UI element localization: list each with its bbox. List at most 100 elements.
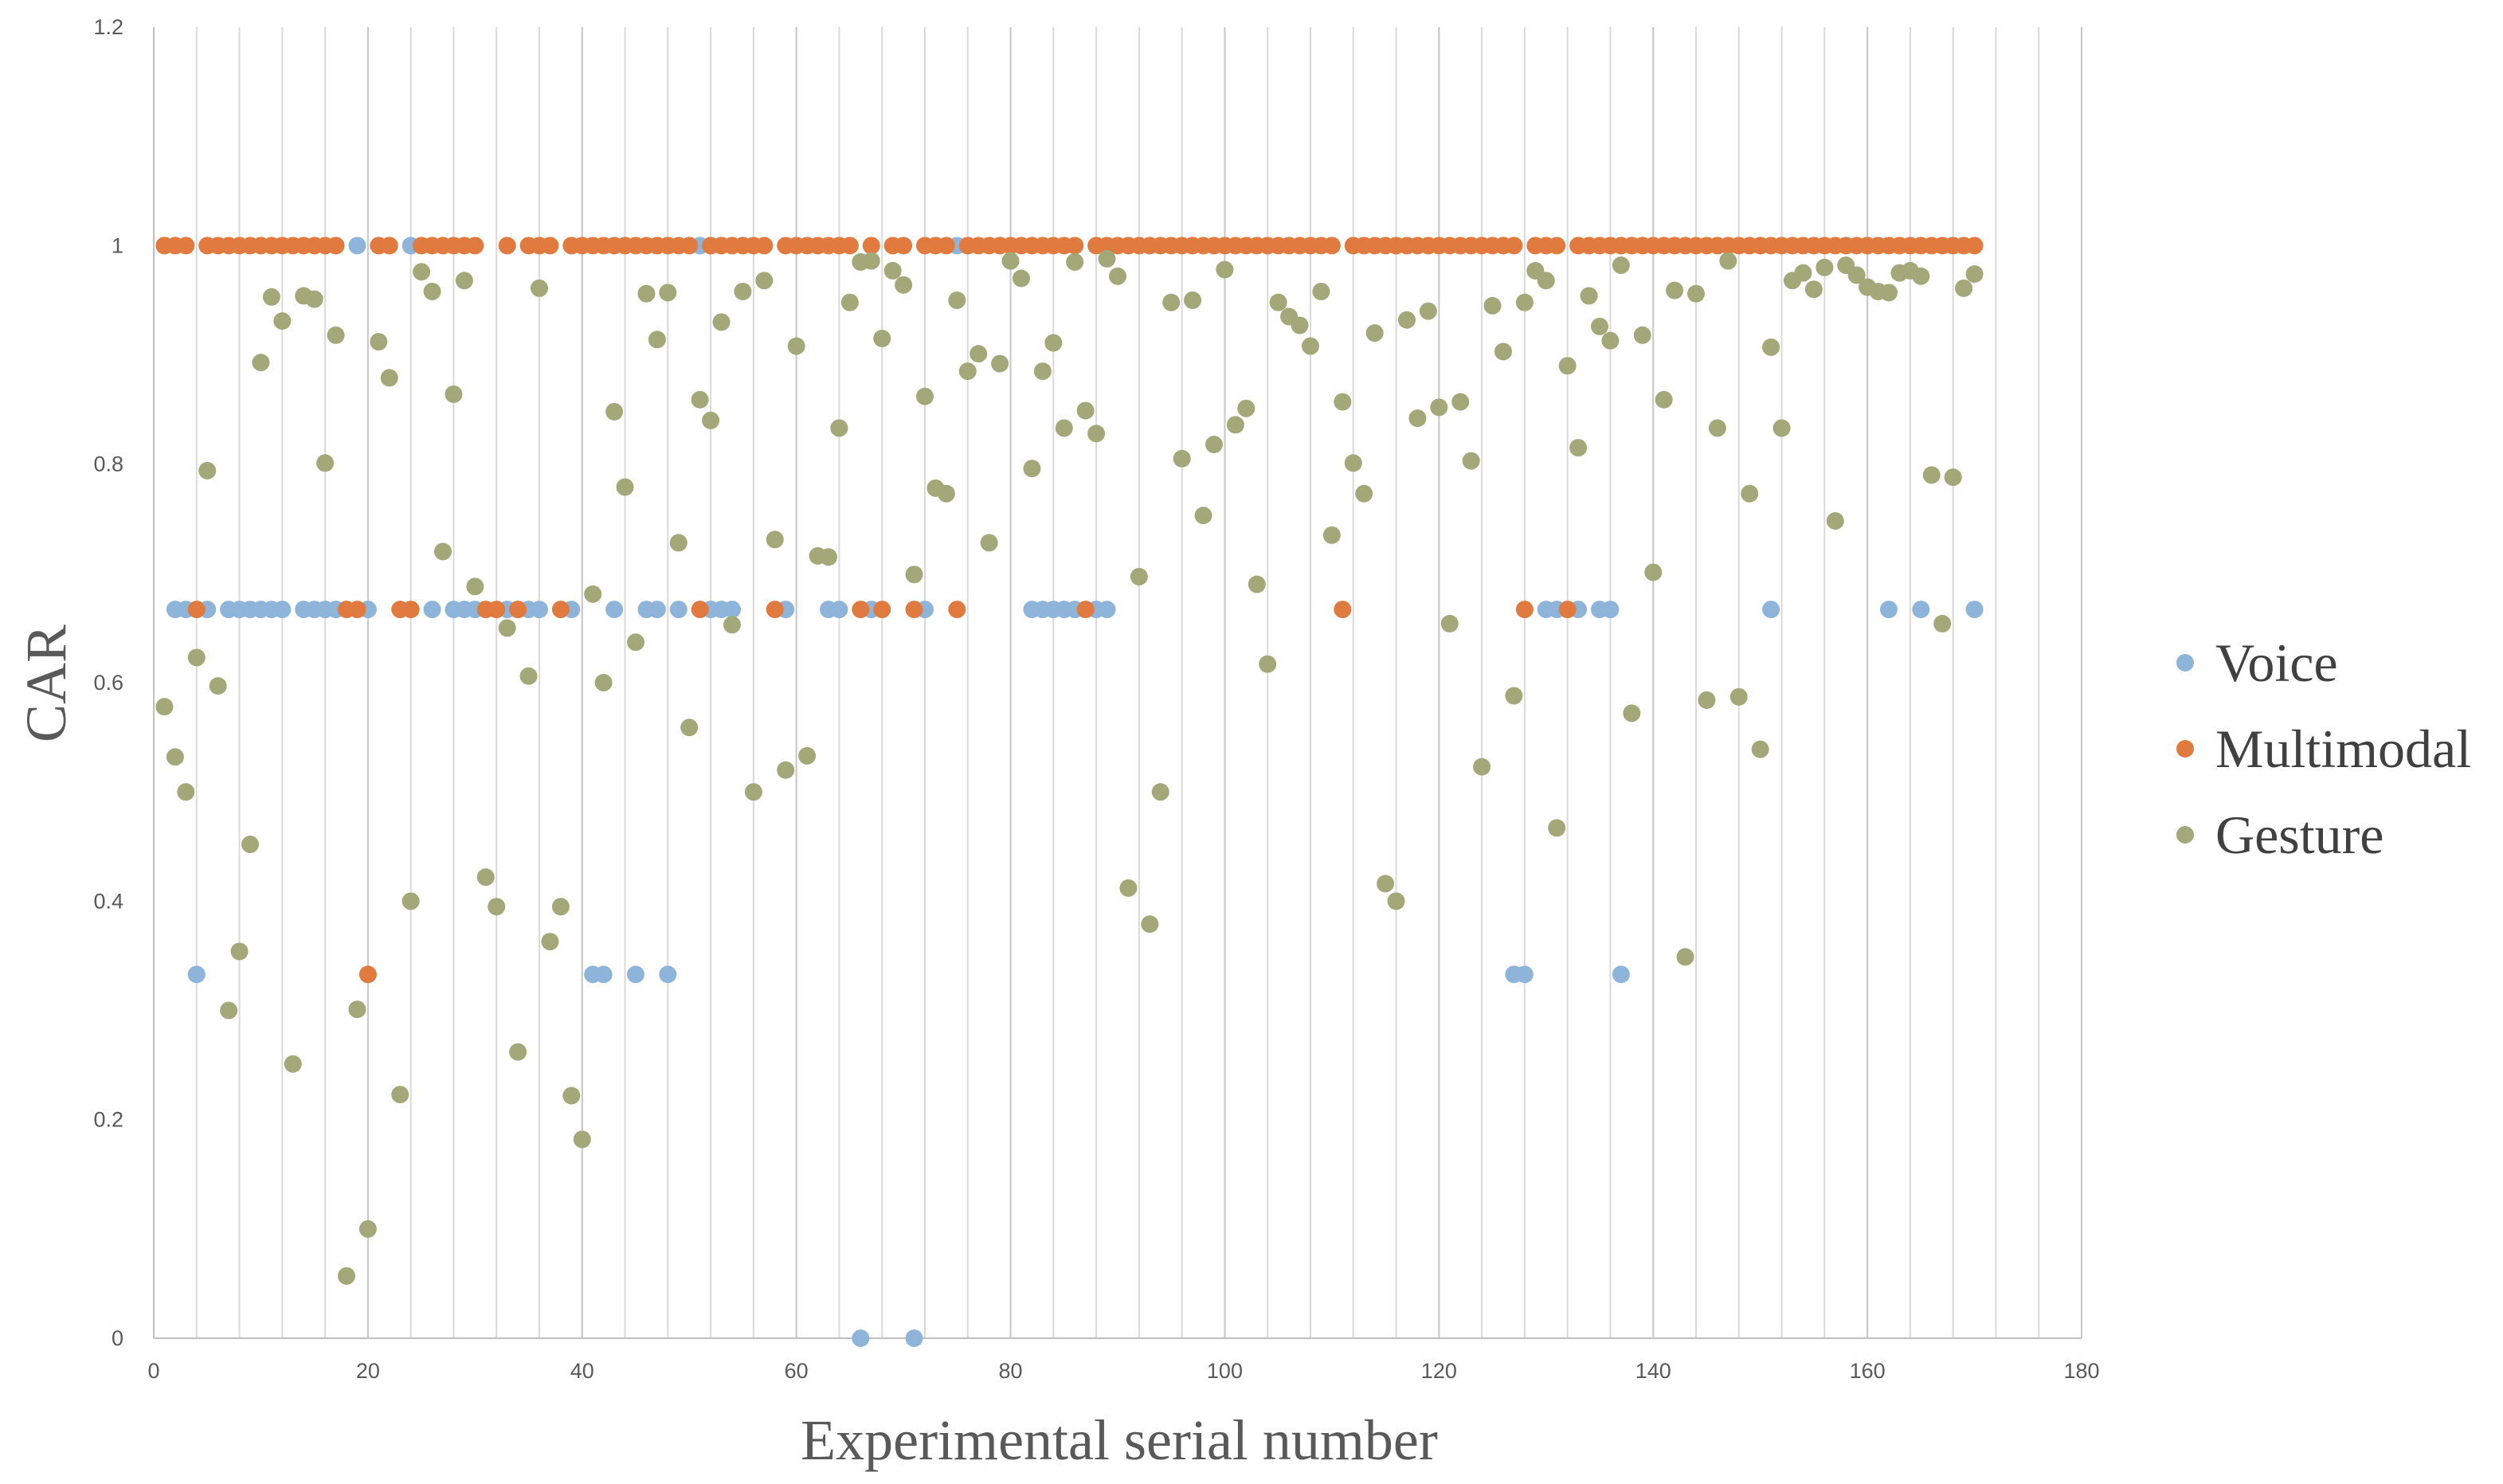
gesture-point: [1473, 758, 1491, 776]
gesture-point: [1248, 575, 1266, 593]
gesture-point: [1398, 311, 1416, 329]
gesture-point: [348, 1000, 366, 1019]
gesture-point: [1013, 269, 1030, 288]
gesture-point: [573, 1130, 591, 1149]
multimodal-point: [1965, 237, 1984, 255]
y-tick-label: 0.8: [93, 452, 123, 476]
gesture-point: [734, 282, 752, 300]
gesture-point: [177, 783, 195, 801]
axes: [153, 27, 2082, 1339]
gesture-point: [252, 354, 270, 372]
y-axis-title: CAR: [14, 625, 78, 742]
voice-point: [594, 965, 613, 984]
gesture-point: [1076, 401, 1095, 420]
gesture-point: [1023, 460, 1041, 478]
x-tick-label: 0: [147, 1359, 159, 1383]
gesture-point: [327, 326, 345, 344]
multimodal-point: [691, 601, 709, 619]
gesture-point: [1162, 293, 1181, 311]
gesture-point: [669, 534, 687, 552]
voice-point: [187, 965, 206, 984]
gesture-point: [1912, 267, 1930, 285]
gesture-point: [830, 419, 848, 437]
gesture-point: [702, 411, 720, 429]
multimodal-point: [187, 601, 206, 619]
multimodal-point: [1505, 237, 1523, 255]
data-points: [155, 237, 1984, 1347]
gesture-point: [840, 293, 859, 311]
multimodal-point: [766, 601, 784, 619]
gesture-point: [1302, 337, 1319, 355]
gesture-point: [766, 531, 784, 549]
multimodal-point: [541, 237, 559, 255]
gesture-point: [1451, 393, 1470, 411]
voice-point: [348, 237, 366, 255]
gesture-point: [798, 746, 817, 765]
voice-point: [1612, 965, 1630, 984]
y-tick-label: 0.4: [93, 889, 123, 913]
gesture-point: [905, 566, 923, 584]
voice-point: [1912, 601, 1930, 619]
gesture-legend-label: Gesture: [2215, 805, 2384, 865]
gesture-point: [1729, 687, 1748, 706]
gesture-point: [1141, 915, 1159, 934]
multimodal-point: [488, 601, 506, 619]
gesture-point: [562, 1087, 581, 1105]
voice-point: [273, 601, 292, 619]
gesture-point: [1558, 357, 1577, 375]
tick-labels: 0 20 40 60 80 100 120 140 160 180 0 0.2 0.4 0.6 0.8 1 1.…: [93, 15, 2099, 1383]
gesture-point: [1922, 466, 1941, 484]
gesture-point: [1130, 567, 1148, 585]
y-tick-label: 0.6: [93, 671, 123, 695]
gesture-point: [358, 1220, 377, 1238]
gesture-point: [1377, 875, 1395, 893]
voice-point: [648, 601, 666, 619]
gesture-point: [1344, 454, 1362, 472]
gesture-point: [1762, 338, 1780, 356]
gesture-point: [413, 263, 431, 281]
multimodal-point: [873, 601, 891, 619]
gesture-point: [434, 542, 452, 561]
gesture-point: [1505, 687, 1523, 705]
gesture-point: [519, 667, 538, 685]
gesture-point: [498, 619, 516, 637]
gesture-point: [627, 633, 644, 652]
gesture-point: [1419, 302, 1437, 320]
y-tick-label: 1: [112, 233, 123, 257]
x-tick-label: 180: [2063, 1359, 2099, 1383]
gesture-point: [338, 1267, 355, 1285]
multimodal-point: [498, 237, 516, 255]
x-tick-label: 120: [1421, 1359, 1457, 1383]
gesture-point: [1794, 264, 1812, 282]
gesture-point: [284, 1055, 302, 1073]
multimodal-point: [327, 237, 345, 255]
x-tick-label: 60: [785, 1359, 809, 1383]
gesture-point: [991, 354, 1009, 373]
multimodal-point: [862, 237, 880, 255]
gesture-point: [241, 836, 259, 854]
multimodal-point: [177, 237, 195, 255]
multimodal-point: [1334, 601, 1352, 619]
multimodal-point: [466, 237, 484, 255]
gesture-point: [637, 284, 656, 303]
gesture-point: [155, 698, 174, 716]
gesture-point: [1537, 272, 1555, 290]
gesture-point: [1826, 511, 1844, 530]
gesture-point: [723, 616, 741, 634]
y-tick-label: 0.2: [93, 1108, 123, 1132]
gesture-point: [1816, 258, 1834, 276]
gesture-point: [220, 1001, 238, 1020]
gesture-point: [401, 892, 420, 910]
gesture-point: [488, 898, 506, 916]
gesture-point: [605, 402, 624, 421]
x-tick-label: 20: [356, 1359, 380, 1383]
gesture-point: [980, 534, 998, 552]
voice-point: [1601, 601, 1620, 619]
gesture-point: [1322, 526, 1341, 544]
gesture-point: [1965, 264, 1984, 283]
gesture-point: [1033, 362, 1052, 381]
gesture-point: [1365, 324, 1384, 343]
gesture-point: [755, 272, 774, 290]
gesture-point: [787, 337, 805, 355]
gesture-point: [659, 284, 677, 302]
